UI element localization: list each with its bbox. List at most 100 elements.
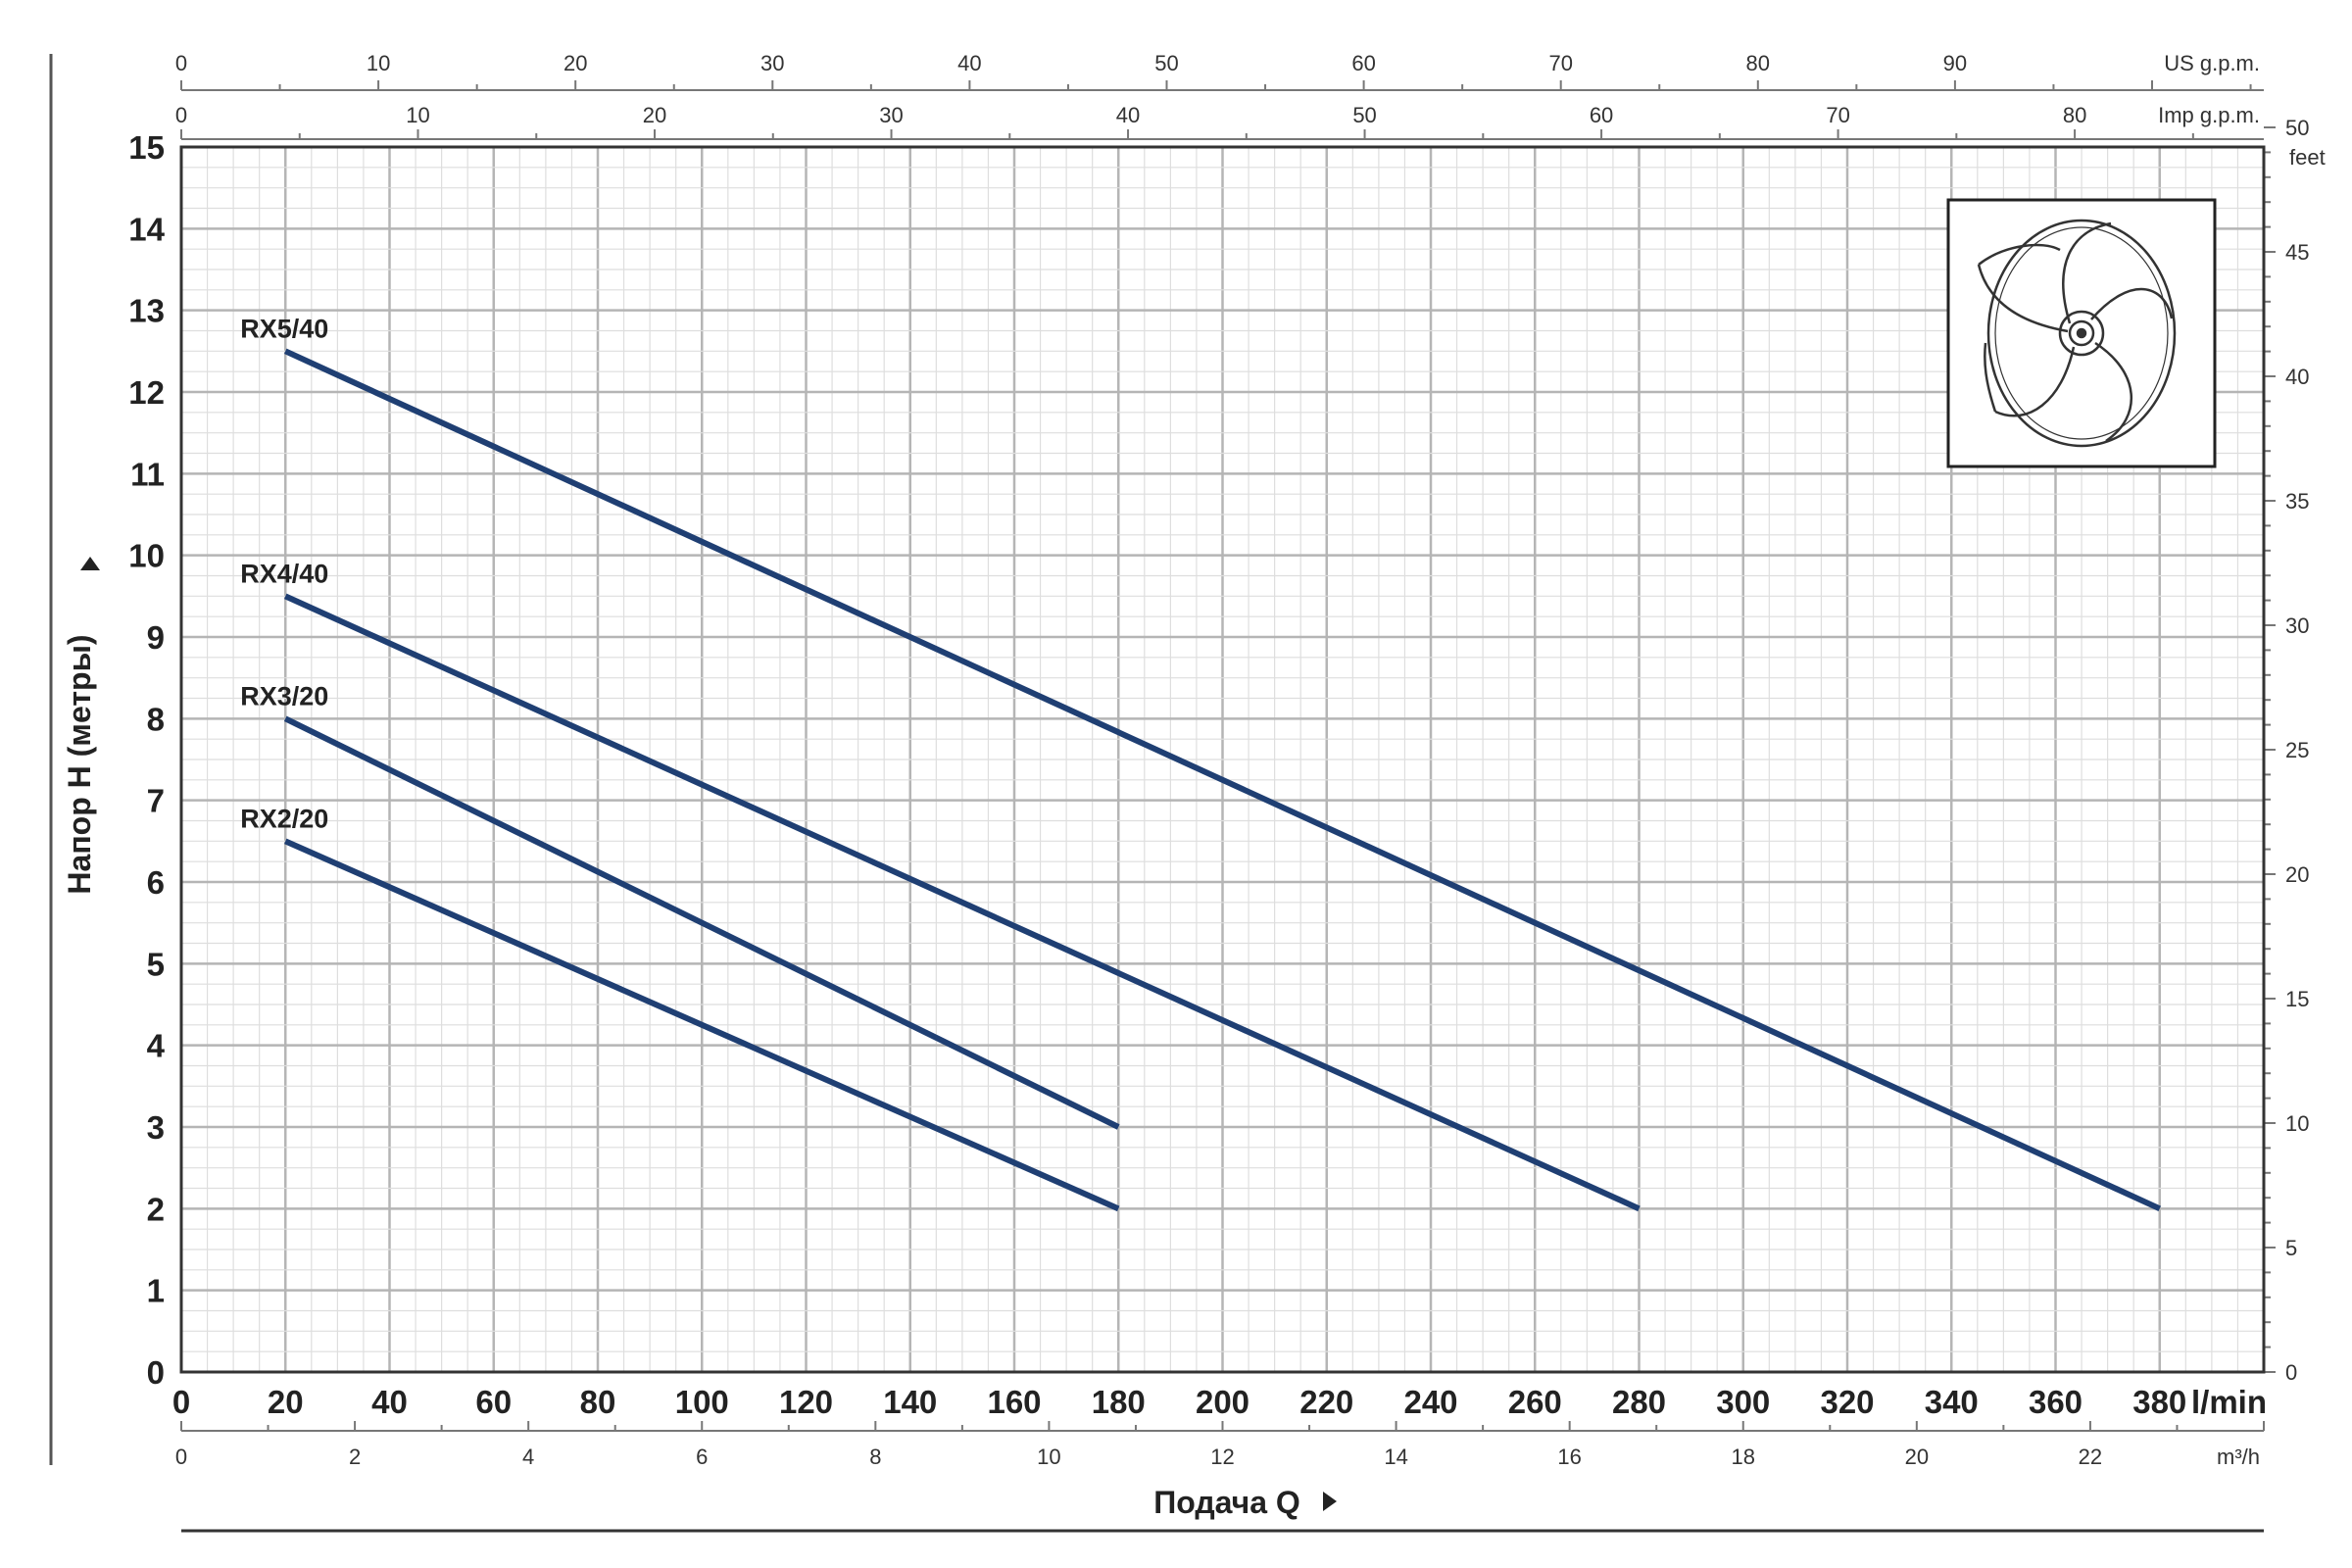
bottom-axes: 0 20 40 60 80 100 120 140 160 180 200 220 240 260 280 3…	[172, 1384, 2267, 1469]
grid-lines	[181, 147, 2264, 1372]
x-tick-label: 40	[371, 1384, 408, 1420]
feet-tick-label: 5	[2285, 1236, 2297, 1260]
x-axis-arrow-icon	[1323, 1492, 1337, 1511]
imp-gpm-tick-label: 0	[175, 103, 187, 127]
us-gpm-tick-label: 10	[367, 51, 390, 75]
feet-tick-label: 45	[2285, 240, 2309, 265]
feet-tick-label: 35	[2285, 489, 2309, 514]
x-tick-label: 320	[1820, 1384, 1874, 1420]
feet-tick-label: 10	[2285, 1111, 2309, 1136]
imp-gpm-tick-label: 50	[1352, 103, 1376, 127]
m3h-tick-label: 6	[696, 1445, 708, 1469]
impeller-inset	[1946, 198, 2217, 468]
m3h-tick-label: 12	[1210, 1445, 1234, 1469]
y-tick-label: 3	[147, 1109, 165, 1146]
y-tick-label: 5	[147, 946, 165, 982]
y-tick-label: 8	[147, 701, 165, 737]
x-tick-label: 100	[675, 1384, 729, 1420]
y-tick-label: 1	[147, 1273, 165, 1309]
m3h-tick-label: 10	[1037, 1445, 1060, 1469]
feet-tick-label: 25	[2285, 738, 2309, 762]
feet-tick-label: 15	[2285, 987, 2309, 1011]
x-tick-label: 20	[268, 1384, 304, 1420]
m3h-tick-label: 20	[1905, 1445, 1929, 1469]
y-tick-label: 2	[147, 1191, 165, 1227]
series-label: RX2/20	[240, 804, 328, 833]
x-tick-label: 120	[779, 1384, 833, 1420]
series-line	[284, 593, 1641, 1212]
imp-gpm-tick-label: 40	[1116, 103, 1140, 127]
y-tick-label: 11	[130, 456, 165, 492]
y-tick-label: 0	[147, 1354, 165, 1391]
y-tick-label: 10	[128, 538, 165, 574]
m3h-tick-label: 2	[349, 1445, 361, 1469]
series-lines: RX5/40 RX4/40 RX3/20 RX2/20	[240, 314, 2161, 1212]
x-axis-title: Подача Q	[1153, 1485, 1300, 1520]
us-gpm-tick-label: 70	[1548, 51, 1572, 75]
series-label: RX5/40	[240, 314, 328, 343]
us-gpm-tick-label: 20	[564, 51, 587, 75]
y-tick-label: 12	[128, 374, 165, 411]
x-tick-label: 140	[883, 1384, 937, 1420]
y-tick-label: 6	[147, 864, 165, 901]
m3h-tick-label: 0	[175, 1445, 187, 1469]
y-tick-label: 7	[147, 783, 165, 819]
x-tick-label: 240	[1403, 1384, 1457, 1420]
series-line	[284, 348, 2161, 1212]
m3h-tick-label: 4	[522, 1445, 534, 1469]
series-line	[284, 838, 1120, 1212]
x-tick-label: 280	[1612, 1384, 1666, 1420]
y-axis-title: Напор H (метры)	[62, 634, 97, 894]
m3h-tick-label: 14	[1384, 1445, 1407, 1469]
x-tick-label: 0	[172, 1384, 190, 1420]
y-axis-arrow-icon	[80, 557, 100, 570]
right-axis-feet: 0 5 10 15 20 25 30 35 40 45 50 feet	[2264, 116, 2326, 1385]
top-axes: 0 10 20 30 40 50 60 70 80 90 US g.p.m. 0 10 20 30 40 50 6…	[175, 51, 2264, 140]
x-tick-label: 360	[2029, 1384, 2082, 1420]
us-gpm-tick-label: 50	[1154, 51, 1178, 75]
us-gpm-tick-label: 40	[957, 51, 981, 75]
x-tick-label: 80	[580, 1384, 616, 1420]
x-tick-label: 160	[987, 1384, 1041, 1420]
us-gpm-unit-label: US g.p.m.	[2164, 51, 2260, 75]
impeller-icon	[1977, 219, 2177, 448]
m3h-tick-label: 16	[1557, 1445, 1581, 1469]
series-line	[283, 715, 1120, 1130]
x-tick-label: 200	[1196, 1384, 1250, 1420]
imp-gpm-tick-label: 80	[2063, 103, 2086, 127]
us-gpm-tick-label: 80	[1746, 51, 1770, 75]
m3h-tick-label: 22	[2079, 1445, 2102, 1469]
us-gpm-tick-label: 60	[1351, 51, 1375, 75]
us-gpm-tick-label: 0	[175, 51, 187, 75]
x-tick-label: 60	[475, 1384, 512, 1420]
y-tick-label: 13	[128, 293, 165, 329]
m3h-tick-label: 18	[1732, 1445, 1755, 1469]
series-label: RX4/40	[240, 559, 328, 588]
feet-unit-label: feet	[2289, 145, 2326, 170]
imp-gpm-tick-label: 60	[1590, 103, 1613, 127]
feet-tick-label: 0	[2285, 1360, 2297, 1385]
y-tick-label: 4	[147, 1028, 166, 1064]
x-tick-label: 340	[1925, 1384, 1979, 1420]
m3h-tick-label: 8	[869, 1445, 881, 1469]
series-label: RX3/20	[240, 681, 328, 710]
m3h-unit-label: m³/h	[2217, 1445, 2260, 1469]
feet-tick-label: 20	[2285, 862, 2309, 887]
y-tick-label: 9	[147, 619, 165, 656]
x-tick-label: 300	[1716, 1384, 1770, 1420]
us-gpm-tick-label: 30	[760, 51, 784, 75]
imp-gpm-tick-label: 10	[406, 103, 429, 127]
feet-tick-label: 30	[2285, 613, 2309, 638]
imp-gpm-tick-label: 20	[643, 103, 666, 127]
y-tick-label: 15	[128, 129, 165, 166]
feet-tick-label: 40	[2285, 365, 2309, 389]
plot-frame	[179, 145, 2266, 1374]
x-tick-label: 380	[2132, 1384, 2186, 1420]
us-gpm-tick-label: 90	[1943, 51, 1967, 75]
y-tick-label: 14	[128, 211, 165, 247]
x-tick-label: 220	[1299, 1384, 1353, 1420]
x-tick-label: 180	[1092, 1384, 1146, 1420]
imp-gpm-tick-label: 30	[879, 103, 903, 127]
